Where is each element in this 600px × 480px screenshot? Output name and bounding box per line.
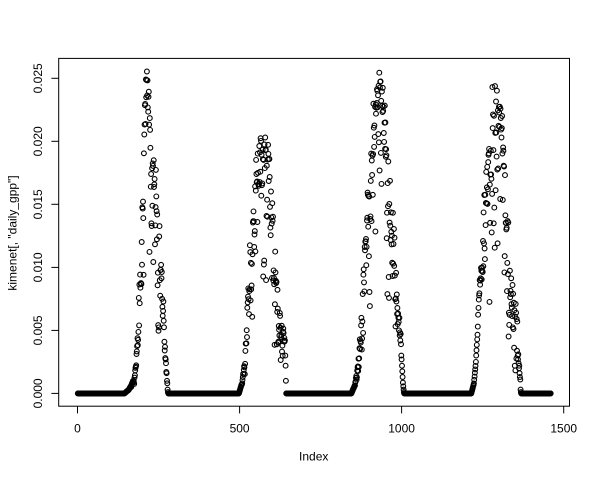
svg-text:1500: 1500 xyxy=(550,421,577,435)
svg-text:0.010: 0.010 xyxy=(31,252,45,282)
svg-text:kimenet[, "daily_gpp"]: kimenet[, "daily_gpp"] xyxy=(5,175,19,290)
svg-text:0.000: 0.000 xyxy=(31,378,45,408)
svg-text:0: 0 xyxy=(74,421,81,435)
svg-text:0.005: 0.005 xyxy=(31,315,45,345)
svg-text:Index: Index xyxy=(299,450,328,464)
svg-text:1000: 1000 xyxy=(388,421,415,435)
svg-text:0.020: 0.020 xyxy=(31,126,45,156)
svg-text:500: 500 xyxy=(230,421,250,435)
svg-text:0.025: 0.025 xyxy=(31,63,45,93)
svg-text:0.015: 0.015 xyxy=(31,189,45,219)
